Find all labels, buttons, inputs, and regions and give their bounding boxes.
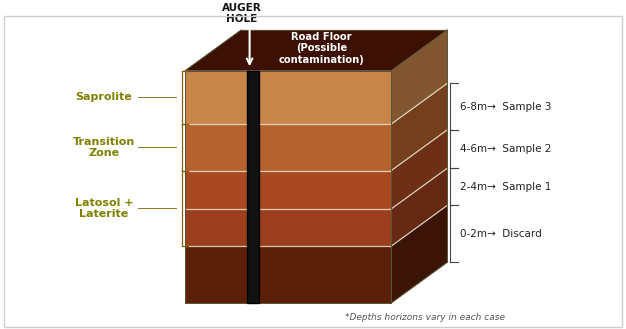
Polygon shape: [185, 30, 448, 71]
Polygon shape: [391, 168, 448, 246]
Text: 4-6m→  Sample 2: 4-6m→ Sample 2: [459, 144, 551, 154]
Polygon shape: [391, 83, 448, 171]
Polygon shape: [391, 130, 448, 209]
Bar: [185, 246, 391, 303]
Polygon shape: [391, 30, 448, 124]
Text: Road Floor
(Possible
contamination): Road Floor (Possible contamination): [279, 32, 364, 65]
Text: 2-4m→  Sample 1: 2-4m→ Sample 1: [459, 182, 551, 192]
Text: AUGER
HOLE: AUGER HOLE: [222, 3, 262, 24]
Bar: [185, 171, 391, 209]
Bar: [185, 71, 391, 124]
Text: Transition
Zone: Transition Zone: [73, 137, 135, 158]
Text: 0-2m→  Discard: 0-2m→ Discard: [459, 229, 541, 239]
Polygon shape: [391, 205, 448, 303]
Bar: [185, 124, 391, 171]
Bar: [247, 71, 259, 303]
Text: Saprolite: Saprolite: [75, 92, 132, 102]
Bar: [185, 209, 391, 246]
Text: *Depths horizons vary in each case: *Depths horizons vary in each case: [346, 313, 505, 322]
Text: 6-8m→  Sample 3: 6-8m→ Sample 3: [459, 102, 551, 112]
Text: Latosol +
Laterite: Latosol + Laterite: [74, 198, 133, 219]
